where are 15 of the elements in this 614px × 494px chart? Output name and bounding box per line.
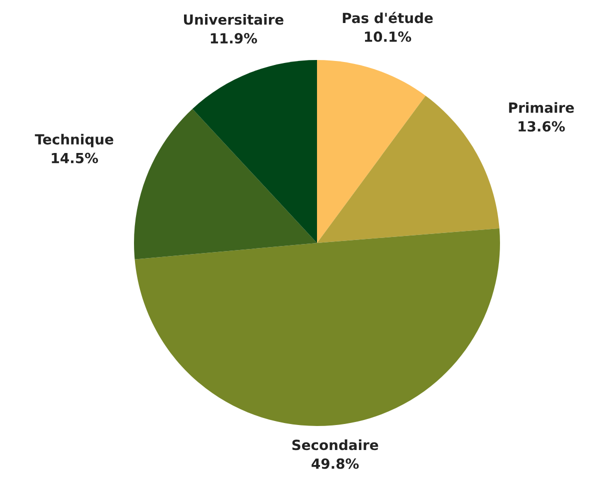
pie-slice (192, 60, 317, 243)
data-label: 10.1% (364, 31, 412, 42)
data-label: 11.9% (210, 33, 258, 44)
slice-label: Primaire (509, 102, 574, 113)
pie-slice (134, 108, 317, 260)
data-label: 14.5% (52, 152, 98, 164)
data-label: 13.6% (518, 121, 565, 132)
slice-label: Pas d'étude (342, 12, 433, 24)
slice-label: Universitaire (184, 14, 284, 25)
pie-slice (317, 96, 500, 243)
slice-label: Secondaire (292, 439, 378, 450)
pie-slice (317, 60, 426, 243)
pie-slice (134, 228, 500, 426)
data-label: 49.8% (312, 458, 359, 469)
slice-label: Technique (34, 134, 114, 148)
